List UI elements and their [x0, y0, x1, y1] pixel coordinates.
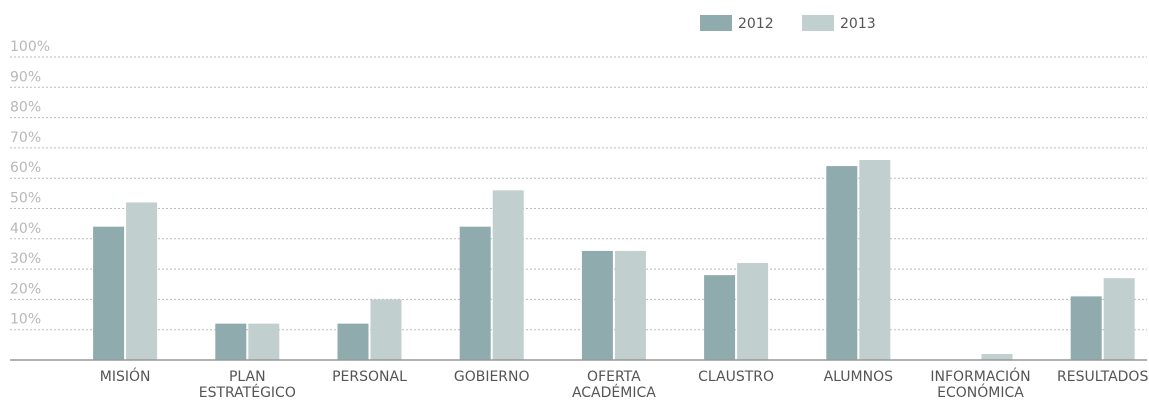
- bar: [248, 323, 280, 360]
- y-tick-label: 60%: [10, 160, 41, 176]
- x-tick-label: GOBIERNO: [453, 369, 530, 385]
- y-tick-label: 10%: [10, 312, 41, 328]
- y-tick-label: 50%: [10, 191, 41, 207]
- bar: [581, 250, 613, 360]
- y-tick-label: 20%: [10, 281, 41, 297]
- x-tick-label: MISIÓN: [99, 369, 151, 385]
- bar: [1103, 278, 1135, 360]
- x-tick-label: PLAN ESTRATÉGICO: [198, 369, 296, 401]
- bar: [1070, 296, 1102, 360]
- bar: [737, 263, 769, 360]
- x-tick-label: INFORMACIÓN ECONÓMICA: [930, 369, 1031, 401]
- x-tick-label: ALUMNOS: [823, 369, 893, 385]
- x-tick-label: OFERTA ACADÉMICA: [571, 369, 656, 401]
- bar: [459, 226, 491, 360]
- bar: [826, 166, 858, 360]
- x-tick-label: CLAUSTRO: [698, 369, 775, 385]
- x-tick-label: PERSONAL: [332, 369, 407, 385]
- bar: [981, 353, 1013, 360]
- x-tick-label: RESULTADOS: [1057, 369, 1149, 385]
- bar: [337, 323, 369, 360]
- y-tick-label: 90%: [10, 69, 41, 85]
- y-tick-label: 40%: [10, 221, 41, 237]
- bar: [614, 250, 646, 360]
- bar: [492, 190, 524, 360]
- y-tick-label: 80%: [10, 100, 41, 116]
- bar: [859, 160, 891, 360]
- legend-label: 2012: [738, 16, 774, 32]
- y-tick-label: 30%: [10, 251, 41, 267]
- legend-label: 2013: [840, 16, 876, 32]
- y-tick-label: 100%: [10, 39, 50, 55]
- bar: [215, 323, 247, 360]
- bar: [370, 299, 402, 360]
- bar: [704, 275, 736, 360]
- bar: [93, 226, 125, 360]
- bar: [126, 202, 158, 360]
- legend-swatch: [802, 15, 834, 31]
- legend-swatch: [700, 15, 732, 31]
- y-tick-label: 70%: [10, 130, 41, 146]
